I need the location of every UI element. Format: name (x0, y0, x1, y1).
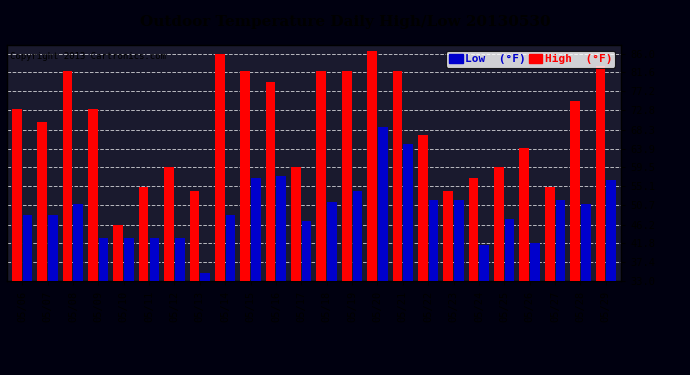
Bar (113, 225, 123, 375)
Bar (291, 167, 301, 375)
Bar (99, 238, 108, 375)
Bar (520, 148, 529, 375)
Bar (393, 71, 402, 375)
Bar (505, 219, 515, 375)
Bar (266, 81, 275, 375)
Bar (581, 204, 591, 375)
Bar (367, 51, 377, 375)
Bar (240, 71, 250, 375)
Bar (607, 180, 616, 375)
Bar (215, 54, 225, 375)
Bar (428, 200, 438, 375)
Bar (595, 66, 605, 375)
Bar (545, 187, 555, 375)
Bar (124, 238, 134, 375)
Bar (23, 214, 32, 375)
Bar (88, 110, 98, 375)
Bar (555, 200, 565, 375)
Bar (454, 200, 464, 375)
Bar (277, 176, 286, 375)
Bar (139, 187, 148, 375)
Bar (327, 202, 337, 375)
Bar (12, 110, 21, 375)
Bar (570, 101, 580, 375)
Bar (317, 71, 326, 375)
Bar (494, 167, 504, 375)
Bar (403, 144, 413, 375)
Bar (175, 238, 184, 375)
Bar (200, 273, 210, 375)
Text: Outdoor Temperature Daily High/Low 20130530: Outdoor Temperature Daily High/Low 20130… (139, 15, 551, 29)
Bar (530, 243, 540, 375)
Bar (150, 238, 159, 375)
Bar (469, 178, 478, 375)
Bar (378, 127, 388, 375)
Bar (190, 191, 199, 375)
Bar (302, 221, 311, 375)
Legend: Low  (°F), High  (°F): Low (°F), High (°F) (446, 51, 615, 68)
Bar (353, 191, 362, 375)
Bar (63, 71, 72, 375)
Bar (342, 71, 351, 375)
Text: Copyright 2013 Cartronics.com: Copyright 2013 Cartronics.com (10, 52, 166, 61)
Bar (418, 135, 428, 375)
Bar (164, 167, 174, 375)
Bar (480, 245, 489, 375)
Bar (37, 122, 47, 375)
Bar (226, 214, 235, 375)
Bar (251, 178, 261, 375)
Bar (73, 204, 83, 375)
Bar (444, 191, 453, 375)
Bar (48, 214, 58, 375)
